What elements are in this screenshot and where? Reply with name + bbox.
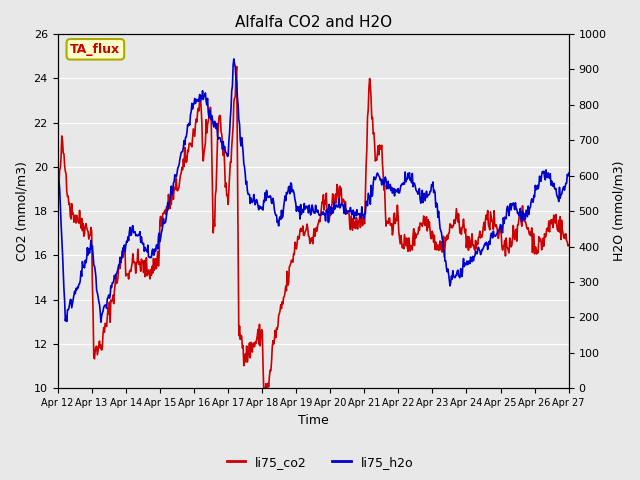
Title: Alfalfa CO2 and H2O: Alfalfa CO2 and H2O — [235, 15, 392, 30]
li75_co2 — [195, 106, 202, 111]
X-axis label: Time: Time — [298, 414, 328, 427]
li75_co2 — [54, 205, 61, 211]
li75_h2o — [97, 319, 105, 325]
Y-axis label: CO2 (mmol/m3): CO2 (mmol/m3) — [15, 161, 28, 261]
li75_h2o — [63, 319, 70, 324]
Line: li75_h2o: li75_h2o — [58, 59, 569, 322]
li75_h2o — [376, 178, 384, 183]
li75_co2 — [168, 202, 175, 207]
li75_co2 — [392, 221, 399, 227]
li75_co2 — [233, 64, 241, 70]
Y-axis label: H2O (mmol/m3): H2O (mmol/m3) — [612, 161, 625, 262]
Line: li75_co2: li75_co2 — [58, 67, 569, 392]
li75_co2 — [565, 242, 573, 248]
li75_h2o — [116, 254, 124, 260]
Text: TA_flux: TA_flux — [70, 43, 120, 56]
li75_h2o — [54, 172, 61, 178]
li75_co2 — [116, 264, 124, 270]
li75_h2o — [168, 192, 176, 197]
Legend: li75_co2, li75_h2o: li75_co2, li75_h2o — [221, 451, 419, 474]
li75_h2o — [195, 96, 203, 101]
li75_h2o — [392, 186, 399, 192]
li75_co2 — [376, 146, 384, 152]
li75_h2o — [230, 56, 237, 62]
li75_h2o — [565, 170, 573, 176]
li75_co2 — [264, 389, 271, 395]
li75_co2 — [63, 189, 70, 194]
